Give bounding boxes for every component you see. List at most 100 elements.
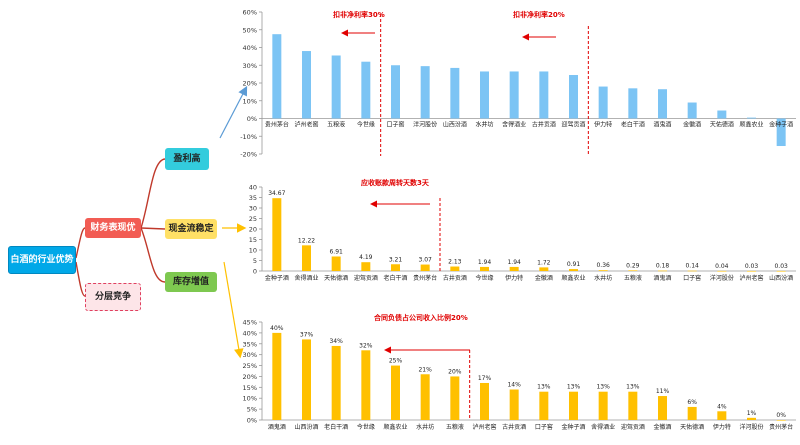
chart1-ytick-label: -20% (240, 151, 257, 159)
arrow-to-profit-chart (219, 85, 248, 139)
chart2-ytick-label: 5 (253, 257, 257, 265)
chart3-data-label: 1% (747, 410, 757, 417)
chart2-category-label: 山西汾酒 (769, 274, 793, 282)
chart1-ytick-label: 10% (243, 97, 257, 105)
chart3-bar (569, 391, 578, 420)
chart2-category-label: 今世缘 (475, 274, 493, 282)
chart3-category-label: 舍得酒业 (591, 423, 615, 431)
chart1-category-label: 金徽酒 (683, 121, 701, 129)
arrow-to-stock-chart (223, 261, 244, 359)
chart3-category-label: 金徽酒 (653, 423, 671, 431)
chart2-ytick-label: 10 (249, 247, 257, 255)
chart2-ytick-label: 15 (249, 236, 257, 244)
chart2-category-label: 口子窖 (683, 274, 701, 282)
chart3-bar (539, 391, 549, 420)
chart1-category-label: 贵州茅台 (265, 121, 289, 129)
chart1-bar (569, 75, 578, 119)
mindmap-stock: 库存增值 (165, 272, 217, 292)
chart3-category-label: 酒鬼酒 (268, 423, 286, 431)
chart3-category-label: 顺鑫农业 (383, 423, 407, 431)
chart2-data-label: 1.94 (507, 259, 521, 266)
chart2-data-label: 0.04 (715, 263, 729, 270)
chart2-ytick-label: 30 (249, 205, 257, 213)
chart1-ytick-label: 60% (243, 9, 257, 17)
chart2-bar (539, 267, 549, 271)
chart2-bar (361, 262, 371, 271)
chart2-data-label: 34.67 (268, 190, 285, 197)
chart3-ytick-label: 40% (243, 329, 257, 337)
chart3-data-label: 21% (418, 366, 432, 373)
chart1-bar (450, 67, 460, 119)
chart3-data-label: 13% (567, 384, 581, 391)
chart2-category-label: 古井贡酒 (443, 274, 467, 282)
chart1-bar (776, 118, 786, 147)
link-root-layer (75, 261, 86, 297)
chart2-category-label: 舍得酒业 (294, 274, 318, 282)
chart2-ytick-label: 20 (249, 226, 257, 234)
chart3-category-label: 金种子酒 (561, 423, 585, 431)
chart2-category-label: 水井坊 (594, 274, 612, 282)
chart3-category-label: 今世缘 (357, 423, 375, 431)
chart3-data-label: 14% (507, 382, 521, 389)
chart1-bar (302, 51, 311, 119)
chart2-bar (302, 245, 311, 271)
chart1-bar (480, 71, 489, 119)
chart1-bar (331, 55, 341, 119)
chart2-data-label: 3.07 (418, 257, 432, 264)
chart2-bar (776, 270, 786, 272)
chart2-data-label: 2.13 (448, 259, 462, 266)
chart3-data-label: 17% (478, 375, 492, 382)
chart1-bar (658, 89, 667, 119)
chart3-bar (361, 350, 371, 420)
chart3-data-label: 11% (656, 388, 670, 395)
chart2-category-label: 顺鑫农业 (561, 274, 585, 282)
chart1-bar (420, 66, 430, 119)
chart1-category-label: 老白干酒 (621, 121, 645, 129)
chart1-category-label: 舍得酒业 (502, 121, 526, 129)
chart3-category-label: 贵州茅台 (769, 423, 793, 431)
chart2-data-label: 1.72 (537, 259, 551, 266)
chart3-category-label: 水井坊 (416, 423, 434, 431)
chart2-data-label: 1.94 (478, 259, 492, 266)
chart2-category-label: 洋河股份 (710, 274, 734, 282)
link-finance-cash (140, 227, 166, 230)
chart1-bar (598, 86, 608, 119)
chart3-ytick-label: 25% (243, 362, 257, 370)
chart3-bar (717, 411, 727, 420)
chart1-annotation: 扣非净利率30% (333, 10, 385, 19)
chart3-data-label: 32% (359, 342, 373, 349)
chart2-category-label: 贵州茅台 (413, 274, 437, 282)
link-finance-profit (140, 158, 166, 229)
chart1-category-label: 泸州老窖 (294, 121, 318, 129)
chart2-category-label: 泸州老窖 (739, 274, 763, 282)
chart1-bar (539, 71, 549, 119)
chart2-bar (480, 266, 489, 271)
chart2-bar (747, 270, 756, 272)
chart3-data-label: 13% (537, 384, 551, 391)
chart2-bar (272, 198, 282, 271)
chart3-ytick-label: 5% (247, 406, 257, 414)
chart3-bar (747, 417, 756, 420)
chart2-data-label: 3.21 (389, 256, 403, 263)
chart1-ytick-label: 50% (243, 26, 257, 34)
chart1-category-label: 天佑德酒 (710, 121, 734, 129)
chart3-annotation: 合同负债占公司收入比例20% (373, 313, 468, 322)
chart3-data-label: 4% (717, 403, 727, 410)
chart1-bar (272, 34, 282, 119)
chart3-data-label: 0% (776, 412, 786, 419)
chart1-bar (628, 88, 638, 119)
chart3-category-label: 天佑德酒 (680, 423, 704, 431)
chart1-ytick-label: 30% (243, 62, 257, 70)
mindmap-root: 白酒的行业优势 (8, 246, 76, 274)
chart3-data-label: 13% (626, 384, 640, 391)
chart1-category-label: 伊力特 (594, 121, 612, 129)
chart3-category-label: 迎驾贡酒 (621, 423, 645, 431)
chart3-ytick-label: 15% (243, 384, 257, 392)
chart3-bar (391, 365, 400, 420)
chart3-category-label: 古井贡酒 (502, 423, 526, 431)
chart2-category-label: 五粮液 (624, 274, 642, 282)
chart3-ytick-label: 10% (243, 395, 257, 403)
chart2-category-label: 金徽酒 (535, 274, 553, 282)
